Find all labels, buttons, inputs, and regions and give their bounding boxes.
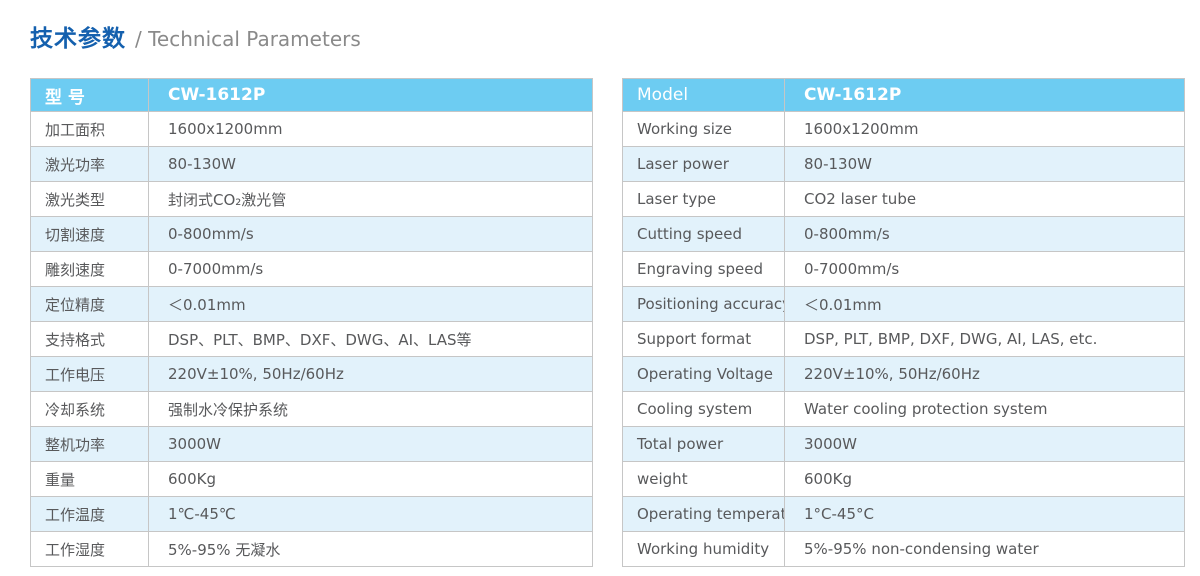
spec-label-cell: 定位精度 [30, 286, 149, 322]
table-row: Cooling system Water cooling protection s… [622, 391, 1185, 427]
spec-value-cell: 封闭式CO₂激光管 [148, 181, 593, 217]
table-row: 加工面积 1600x1200mm [30, 111, 593, 147]
spec-value-cell: Water cooling protection system [784, 391, 1185, 427]
spec-label-cell: 整机功率 [30, 426, 149, 462]
table-row: 支持格式 DSP、PLT、BMP、DXF、DWG、AI、LAS等 [30, 321, 593, 357]
parameters-table-chinese: 型 号 CW-1612P 加工面积 1600x1200mm 激光功率 80-130W 激光类… [30, 78, 593, 567]
spec-value-cell: 0-800mm/s [784, 216, 1185, 252]
spec-value-cell: 3000W [148, 426, 593, 462]
table-row: 切割速度 0-800mm/s [30, 216, 593, 252]
spec-value-cell: 220V±10%, 50Hz/60Hz [784, 356, 1185, 392]
spec-value-cell: 3000W [784, 426, 1185, 462]
spec-label-cell: 加工面积 [30, 111, 149, 147]
table-row: 定位精度 ＜0.01mm [30, 286, 593, 322]
spec-label-cell: Support format [622, 321, 785, 357]
model-value-cell: CW-1612P [784, 78, 1185, 112]
table-row: 工作电压 220V±10%, 50Hz/60Hz [30, 356, 593, 392]
table-header-row: Model CW-1612P [622, 78, 1185, 112]
table-row: Total power 3000W [622, 426, 1185, 462]
spec-value-cell: DSP, PLT, BMP, DXF, DWG, AI, LAS, etc. [784, 321, 1185, 357]
spec-label-cell: 工作温度 [30, 496, 149, 532]
spec-label-cell: Cutting speed [622, 216, 785, 252]
spec-value-cell: 600Kg [784, 461, 1185, 497]
spec-value-cell: ＜0.01mm [148, 286, 593, 322]
model-header-cell: 型 号 [30, 78, 149, 112]
spec-label-cell: 重量 [30, 461, 149, 497]
spec-label-cell: 切割速度 [30, 216, 149, 252]
table-row: weight 600Kg [622, 461, 1185, 497]
spec-value-cell: CO2 laser tube [784, 181, 1185, 217]
table-row: Positioning accuracy ＜0.01mm [622, 286, 1185, 322]
spec-label-cell: Operating temperature [622, 496, 785, 532]
spec-value-cell: 5%-95% non-condensing water [784, 531, 1185, 567]
table-row: 雕刻速度 0-7000mm/s [30, 251, 593, 287]
spec-value-cell: 0-7000mm/s [784, 251, 1185, 287]
table-row: Laser type CO2 laser tube [622, 181, 1185, 217]
spec-label-cell: Engraving speed [622, 251, 785, 287]
page-title-zh: 技术参数 [30, 26, 126, 52]
table-header-row: 型 号 CW-1612P [30, 78, 593, 112]
spec-value-cell: 80-130W [784, 146, 1185, 182]
table-row: 冷却系统 强制水冷保护系统 [30, 391, 593, 427]
spec-label-cell: Working humidity [622, 531, 785, 567]
spec-label-cell: 激光功率 [30, 146, 149, 182]
spec-value-cell: 强制水冷保护系统 [148, 391, 593, 427]
spec-label-cell: weight [622, 461, 785, 497]
model-header-cell: Model [622, 78, 785, 112]
spec-label-cell: Laser type [622, 181, 785, 217]
spec-value-cell: 0-7000mm/s [148, 251, 593, 287]
spec-label-cell: 工作电压 [30, 356, 149, 392]
table-row: 工作湿度 5%-95% 无凝水 [30, 531, 593, 567]
page-title: 技术参数 / Technical Parameters [30, 25, 1200, 54]
spec-label-cell: Laser power [622, 146, 785, 182]
spec-value-cell: 0-800mm/s [148, 216, 593, 252]
table-row: Engraving speed 0-7000mm/s [622, 251, 1185, 287]
table-row: 整机功率 3000W [30, 426, 593, 462]
spec-value-cell: 5%-95% 无凝水 [148, 531, 593, 567]
spec-label-cell: 支持格式 [30, 321, 149, 357]
table-row: 工作温度 1℃-45℃ [30, 496, 593, 532]
table-row: 激光类型 封闭式CO₂激光管 [30, 181, 593, 217]
spec-value-cell: 1°C-45°C [784, 496, 1185, 532]
table-row: Laser power 80-130W [622, 146, 1185, 182]
spec-value-cell: 220V±10%, 50Hz/60Hz [148, 356, 593, 392]
spec-value-cell: 600Kg [148, 461, 593, 497]
page-title-en: / Technical Parameters [135, 27, 361, 51]
spec-value-cell: ＜0.01mm [784, 286, 1185, 322]
spec-label-cell: Cooling system [622, 391, 785, 427]
spec-value-cell: 1℃-45℃ [148, 496, 593, 532]
spec-label-cell: Positioning accuracy [622, 286, 785, 322]
spec-label-cell: 冷却系统 [30, 391, 149, 427]
spec-value-cell: DSP、PLT、BMP、DXF、DWG、AI、LAS等 [148, 321, 593, 357]
spec-label-cell: Total power [622, 426, 785, 462]
table-row: Cutting speed 0-800mm/s [622, 216, 1185, 252]
model-value-cell: CW-1612P [148, 78, 593, 112]
table-row: Working size 1600x1200mm [622, 111, 1185, 147]
spec-value-cell: 1600x1200mm [148, 111, 593, 147]
table-row: Support format DSP, PLT, BMP, DXF, DWG, A… [622, 321, 1185, 357]
table-row: 激光功率 80-130W [30, 146, 593, 182]
spec-label-cell: Working size [622, 111, 785, 147]
spec-value-cell: 80-130W [148, 146, 593, 182]
parameters-table-english: Model CW-1612P Working size 1600x1200mm Lase… [622, 78, 1185, 567]
spec-value-cell: 1600x1200mm [784, 111, 1185, 147]
spec-label-cell: 激光类型 [30, 181, 149, 217]
table-row: Operating temperature1°C-45°C [622, 496, 1185, 532]
parameter-tables: 型 号 CW-1612P 加工面积 1600x1200mm 激光功率 80-130W 激光类… [30, 78, 1200, 567]
spec-label-cell: Operating Voltage [622, 356, 785, 392]
table-row: Operating Voltage 220V±10%, 50Hz/60Hz [622, 356, 1185, 392]
spec-label-cell: 工作湿度 [30, 531, 149, 567]
spec-label-cell: 雕刻速度 [30, 251, 149, 287]
table-row: Working humidity 5%-95% non-condensing wa… [622, 531, 1185, 567]
table-row: 重量 600Kg [30, 461, 593, 497]
